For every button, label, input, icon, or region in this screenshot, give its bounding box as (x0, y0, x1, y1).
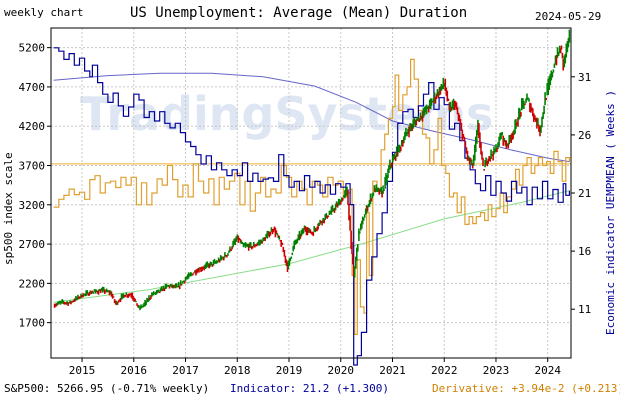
header-left-label: weekly chart (4, 6, 83, 19)
right-axis: 11 16 21 26 31 (571, 71, 591, 316)
left-tick-label: 4700 (19, 81, 46, 94)
x-tick-label: 2017 (172, 364, 199, 377)
left-tick-label: 1700 (19, 317, 46, 330)
left-axis: 1700 2200 2700 3200 3700 4200 4700 5200 (19, 42, 51, 330)
right-tick-label: 16 (578, 245, 591, 258)
series-layer (51, 29, 571, 366)
footer-sp500: S&P500: 5266.95 (-0.71% weekly) (4, 382, 209, 395)
series-sp500-candles (53, 29, 571, 311)
x-tick-label: 2022 (431, 364, 458, 377)
x-tick-label: 2015 (69, 364, 96, 377)
x-tick-label: 2024 (534, 364, 561, 377)
x-tick-label: 2019 (276, 364, 303, 377)
x-tick-label: 2016 (121, 364, 148, 377)
right-tick-label: 26 (578, 129, 591, 142)
chart-title: US Unemployment: Average (Mean) Duration (130, 5, 467, 21)
series-indicator (53, 47, 570, 366)
series-derivative (53, 58, 570, 335)
x-tick-label: 2023 (483, 364, 510, 377)
plot-area: TradingSystems (50, 27, 572, 366)
x-axis: 2015 2016 2017 2018 2019 2020 2021 2022 2023 2024 (69, 358, 561, 377)
x-tick-label: 2020 (328, 364, 355, 377)
series-indicator-ma (53, 72, 570, 163)
right-tick-label: 11 (578, 303, 591, 316)
plot-background (51, 28, 571, 358)
left-tick-label: 5200 (19, 42, 46, 55)
x-tick-label: 2021 (379, 364, 406, 377)
x-tick-label: 2018 (224, 364, 251, 377)
left-tick-label: 3200 (19, 199, 46, 212)
right-tick-label: 21 (578, 187, 591, 200)
left-tick-label: 4200 (19, 120, 46, 133)
right-tick-label: 31 (578, 71, 591, 84)
watermark: TradingSystems (80, 87, 493, 141)
left-axis-label: sp500 index scale (2, 152, 15, 265)
header-date: 2024-05-29 (535, 10, 601, 23)
right-axis-label: Economic indicator UEMPMEAN ( Weeks ) (604, 90, 617, 335)
left-tick-label: 2200 (19, 277, 46, 290)
left-tick-label: 2700 (19, 238, 46, 251)
left-tick-label: 3700 (19, 160, 46, 173)
footer-indicator: Indicator: 21.2 (+1.300) (230, 382, 389, 395)
footer-derivative: Derivative: +3.94e-2 (+0.213) (432, 382, 620, 395)
